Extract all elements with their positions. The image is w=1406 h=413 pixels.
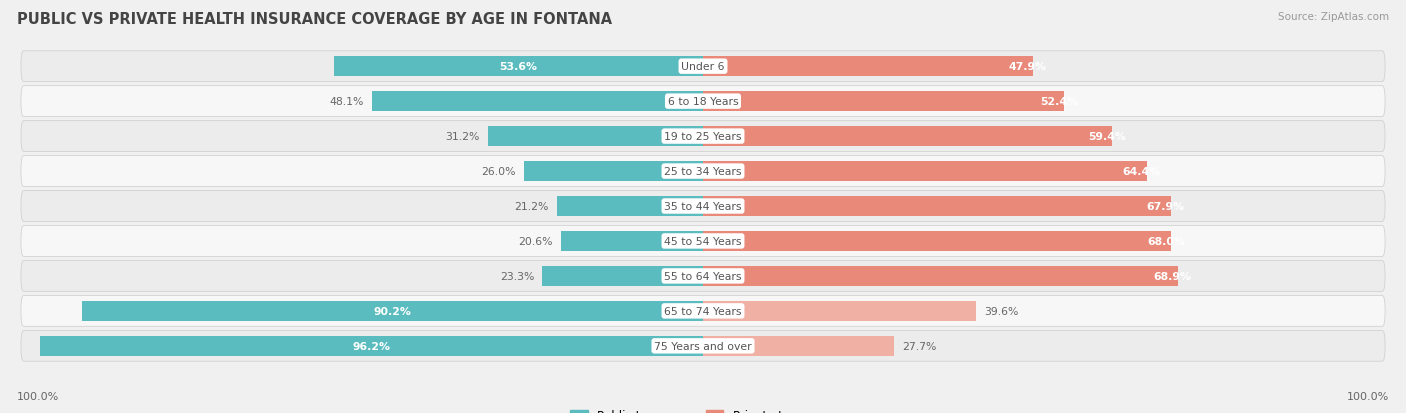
Text: 55 to 64 Years: 55 to 64 Years — [664, 271, 742, 281]
Bar — [703, 231, 1171, 252]
FancyBboxPatch shape — [21, 87, 1385, 117]
Text: 23.3%: 23.3% — [501, 271, 534, 281]
Text: 25 to 34 Years: 25 to 34 Years — [664, 166, 742, 177]
FancyBboxPatch shape — [21, 191, 1385, 222]
Bar — [524, 161, 703, 182]
Text: PUBLIC VS PRIVATE HEALTH INSURANCE COVERAGE BY AGE IN FONTANA: PUBLIC VS PRIVATE HEALTH INSURANCE COVER… — [17, 12, 612, 27]
Bar — [703, 336, 894, 356]
Text: 6 to 18 Years: 6 to 18 Years — [668, 97, 738, 107]
FancyBboxPatch shape — [21, 261, 1385, 292]
Text: 96.2%: 96.2% — [353, 341, 391, 351]
Bar — [703, 301, 976, 321]
Text: 68.9%: 68.9% — [1153, 271, 1191, 281]
Text: 100.0%: 100.0% — [1347, 391, 1389, 401]
Bar — [543, 266, 703, 286]
Text: Under 6: Under 6 — [682, 62, 724, 72]
Text: 39.6%: 39.6% — [984, 306, 1018, 316]
Text: 67.9%: 67.9% — [1147, 202, 1185, 211]
Text: 47.9%: 47.9% — [1010, 62, 1047, 72]
Bar — [41, 336, 703, 356]
Legend: Public Insurance, Private Insurance: Public Insurance, Private Insurance — [565, 404, 841, 413]
Text: 27.7%: 27.7% — [903, 341, 936, 351]
Bar — [488, 127, 703, 147]
FancyBboxPatch shape — [21, 52, 1385, 82]
Text: 64.4%: 64.4% — [1122, 166, 1161, 177]
Bar — [561, 231, 703, 252]
Bar — [371, 92, 703, 112]
Text: 65 to 74 Years: 65 to 74 Years — [664, 306, 742, 316]
Bar — [703, 127, 1112, 147]
Bar — [703, 92, 1064, 112]
Text: 26.0%: 26.0% — [481, 166, 516, 177]
Text: 52.4%: 52.4% — [1040, 97, 1078, 107]
Bar — [333, 57, 703, 77]
Text: 53.6%: 53.6% — [499, 62, 537, 72]
Text: 100.0%: 100.0% — [17, 391, 59, 401]
Text: 19 to 25 Years: 19 to 25 Years — [664, 132, 742, 142]
Text: 20.6%: 20.6% — [519, 236, 553, 247]
Bar — [703, 266, 1178, 286]
Text: 75 Years and over: 75 Years and over — [654, 341, 752, 351]
Bar — [82, 301, 703, 321]
FancyBboxPatch shape — [21, 296, 1385, 326]
FancyBboxPatch shape — [21, 226, 1385, 257]
Text: 68.0%: 68.0% — [1147, 236, 1185, 247]
Bar — [557, 197, 703, 216]
Text: 90.2%: 90.2% — [374, 306, 411, 316]
Text: 48.1%: 48.1% — [329, 97, 363, 107]
Text: 59.4%: 59.4% — [1088, 132, 1126, 142]
FancyBboxPatch shape — [21, 331, 1385, 361]
FancyBboxPatch shape — [21, 121, 1385, 152]
Text: 31.2%: 31.2% — [446, 132, 479, 142]
Text: 35 to 44 Years: 35 to 44 Years — [664, 202, 742, 211]
Bar — [703, 197, 1171, 216]
Bar — [703, 57, 1033, 77]
Bar — [703, 161, 1147, 182]
Text: 21.2%: 21.2% — [515, 202, 548, 211]
Text: Source: ZipAtlas.com: Source: ZipAtlas.com — [1278, 12, 1389, 22]
Text: 45 to 54 Years: 45 to 54 Years — [664, 236, 742, 247]
FancyBboxPatch shape — [21, 156, 1385, 187]
